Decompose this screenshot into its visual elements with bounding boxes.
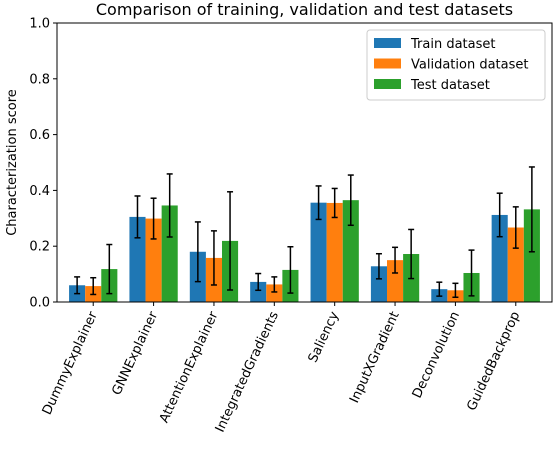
error-bar-IntegratedGradients-2 <box>287 246 294 294</box>
x-tick-label-AttentionExplainer: AttentionExplainer <box>157 309 222 426</box>
error-bar-DummyExplainer-0 <box>74 276 81 295</box>
x-tick-label-DummyExplainer: DummyExplainer <box>40 309 101 418</box>
error-bar-DummyExplainer-2 <box>106 243 113 295</box>
error-bar-InputXGradient-0 <box>375 252 382 280</box>
legend: Train dataset Validation dataset Test data… <box>366 29 546 101</box>
bar-IntegratedGradients-1 <box>266 284 283 302</box>
error-bar-DummyExplainer-1 <box>90 276 97 296</box>
legend-swatch-0 <box>374 38 401 48</box>
legend-label-2: Test dataset <box>410 78 490 93</box>
legend-swatch-2 <box>374 79 401 89</box>
legend-label-0: Train dataset <box>410 37 495 52</box>
chart-title: Comparison of training, validation and t… <box>96 0 513 19</box>
error-bar-Deconvolution-1 <box>452 282 459 299</box>
error-bar-Saliency-1 <box>331 187 338 219</box>
bar-GNNExplainer-0 <box>129 216 146 302</box>
error-bar-Deconvolution-2 <box>468 249 475 297</box>
y-tick-label: 1.0 <box>29 17 50 32</box>
error-bars-layer <box>74 166 535 299</box>
error-bar-GuidedBackprop-0 <box>496 192 503 238</box>
error-bar-Saliency-0 <box>315 185 322 221</box>
y-tick-label: 0.8 <box>29 72 50 87</box>
y-tick-label: 0.0 <box>29 296 50 311</box>
bar-GuidedBackprop-1 <box>507 227 524 302</box>
error-bar-AttentionExplainer-2 <box>227 191 234 291</box>
error-bar-GuidedBackprop-2 <box>528 166 535 253</box>
y-tick-label: 0.6 <box>29 128 50 143</box>
x-tick-label-IntegratedGradients: IntegratedGradients <box>213 309 282 435</box>
error-bar-IntegratedGradients-1 <box>271 276 278 293</box>
x-tick-label-GuidedBackprop: GuidedBackprop <box>464 309 523 413</box>
x-tick-label-GNNExplainer: GNNExplainer <box>109 309 161 398</box>
bar-IntegratedGradients-0 <box>250 281 267 302</box>
legend-swatch-1 <box>374 58 401 69</box>
legend-label-1: Validation dataset <box>411 58 528 73</box>
error-bar-GNNExplainer-1 <box>150 197 157 240</box>
x-axis: DummyExplainer GNNExplainerAttentionExpla… <box>40 302 523 435</box>
y-tick-label: 0.2 <box>29 240 50 255</box>
bar-Saliency-2 <box>342 200 359 302</box>
bar-GNNExplainer-1 <box>145 218 162 302</box>
error-bar-IntegratedGradients-0 <box>255 272 262 292</box>
x-tick-label-InputXGradient: InputXGradient <box>347 309 402 405</box>
error-bar-AttentionExplainer-1 <box>210 230 217 286</box>
bar-Saliency-0 <box>310 202 327 302</box>
bar-GNNExplainer-2 <box>161 205 178 302</box>
y-tick-label: 0.4 <box>29 184 50 199</box>
error-bar-InputXGradient-1 <box>392 246 399 274</box>
x-tick-label-Saliency: Saliency <box>306 309 343 365</box>
bars-layer <box>69 200 540 302</box>
x-tick-label-Deconvolution: Deconvolution <box>410 309 463 400</box>
error-bar-Saliency-2 <box>347 174 354 227</box>
bar-Saliency-1 <box>326 202 343 302</box>
bar-GuidedBackprop-2 <box>523 209 540 302</box>
axes-frame <box>56 22 553 303</box>
error-bar-GNNExplainer-0 <box>134 195 141 239</box>
error-bar-GuidedBackprop-1 <box>512 206 519 249</box>
error-bar-GNNExplainer-2 <box>166 173 173 238</box>
bar-InputXGradient-0 <box>370 266 387 302</box>
legend-box <box>366 29 546 101</box>
bar-GuidedBackprop-0 <box>491 214 508 302</box>
error-bar-AttentionExplainer-0 <box>194 221 201 283</box>
bar-InputXGradient-1 <box>387 260 404 302</box>
error-bar-InputXGradient-2 <box>408 228 415 280</box>
y-axis: 0.0 0.2 0.4 0.6 0.8 1.0 <box>29 17 57 311</box>
error-bar-Deconvolution-0 <box>436 281 443 297</box>
y-axis-label: Characterization score <box>5 89 20 236</box>
